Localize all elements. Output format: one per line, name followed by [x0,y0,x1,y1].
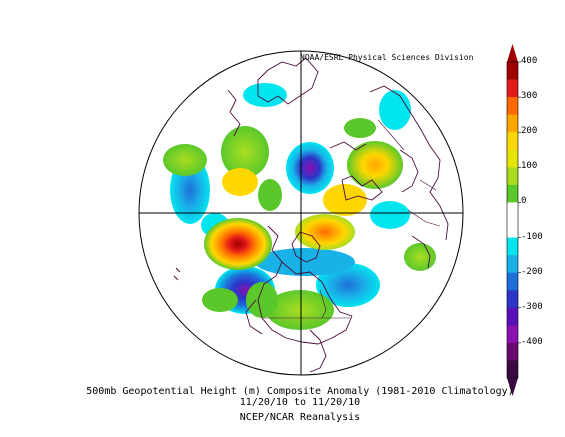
colorbar-tick-label: 300 [521,91,538,102]
colorbar-outline [506,61,519,379]
colorbar-segment [507,97,518,115]
colorbar-segment [507,272,518,291]
colorbar-segment [507,342,518,361]
borders [262,119,441,319]
colorbar-tick-label: 0 [521,196,527,207]
colorbar-segment [507,255,518,273]
colorbar-bottom-arrow [507,378,518,396]
colorbar-segment [507,184,518,203]
colorbar-segment [507,325,518,344]
colorbar-segment [507,290,518,309]
colorbar-segment [507,114,518,133]
colorbar [506,44,521,396]
colorbar-tick-label: -300 [521,301,543,312]
colorbar-tick-label: 100 [521,161,538,172]
colorbar-segment [507,307,518,326]
colorbar-tick-label: -200 [521,266,543,277]
colorbar-segment [507,149,518,168]
caption-source: NCEP/NCAR Reanalysis [239,412,361,423]
colorbar-tick-label: 400 [521,56,538,66]
colorbar-segment [507,220,518,238]
colorbar-segment [507,132,518,151]
caption-dates: 11/20/10 to 11/20/10 [239,397,361,408]
anomaly-field [163,83,436,330]
colorbar-segment [507,62,518,80]
credit-label: NOAA/ESRL Physical Sciences Division [300,53,474,62]
colorbar-segment [507,202,518,221]
colorbar-segment [507,237,518,256]
colorbar-segment [507,360,518,379]
colorbar-tick-label: -100 [521,231,543,242]
colorbar-tick-label: -400 [521,336,543,347]
colorbar-tick-label: 200 [521,126,538,137]
colorbar-top-arrow [507,44,518,62]
colorbar-segment [507,167,518,186]
colorbar-segment [507,79,518,98]
caption-title: 500mb Geopotential Height (m) Composite … [86,386,514,397]
